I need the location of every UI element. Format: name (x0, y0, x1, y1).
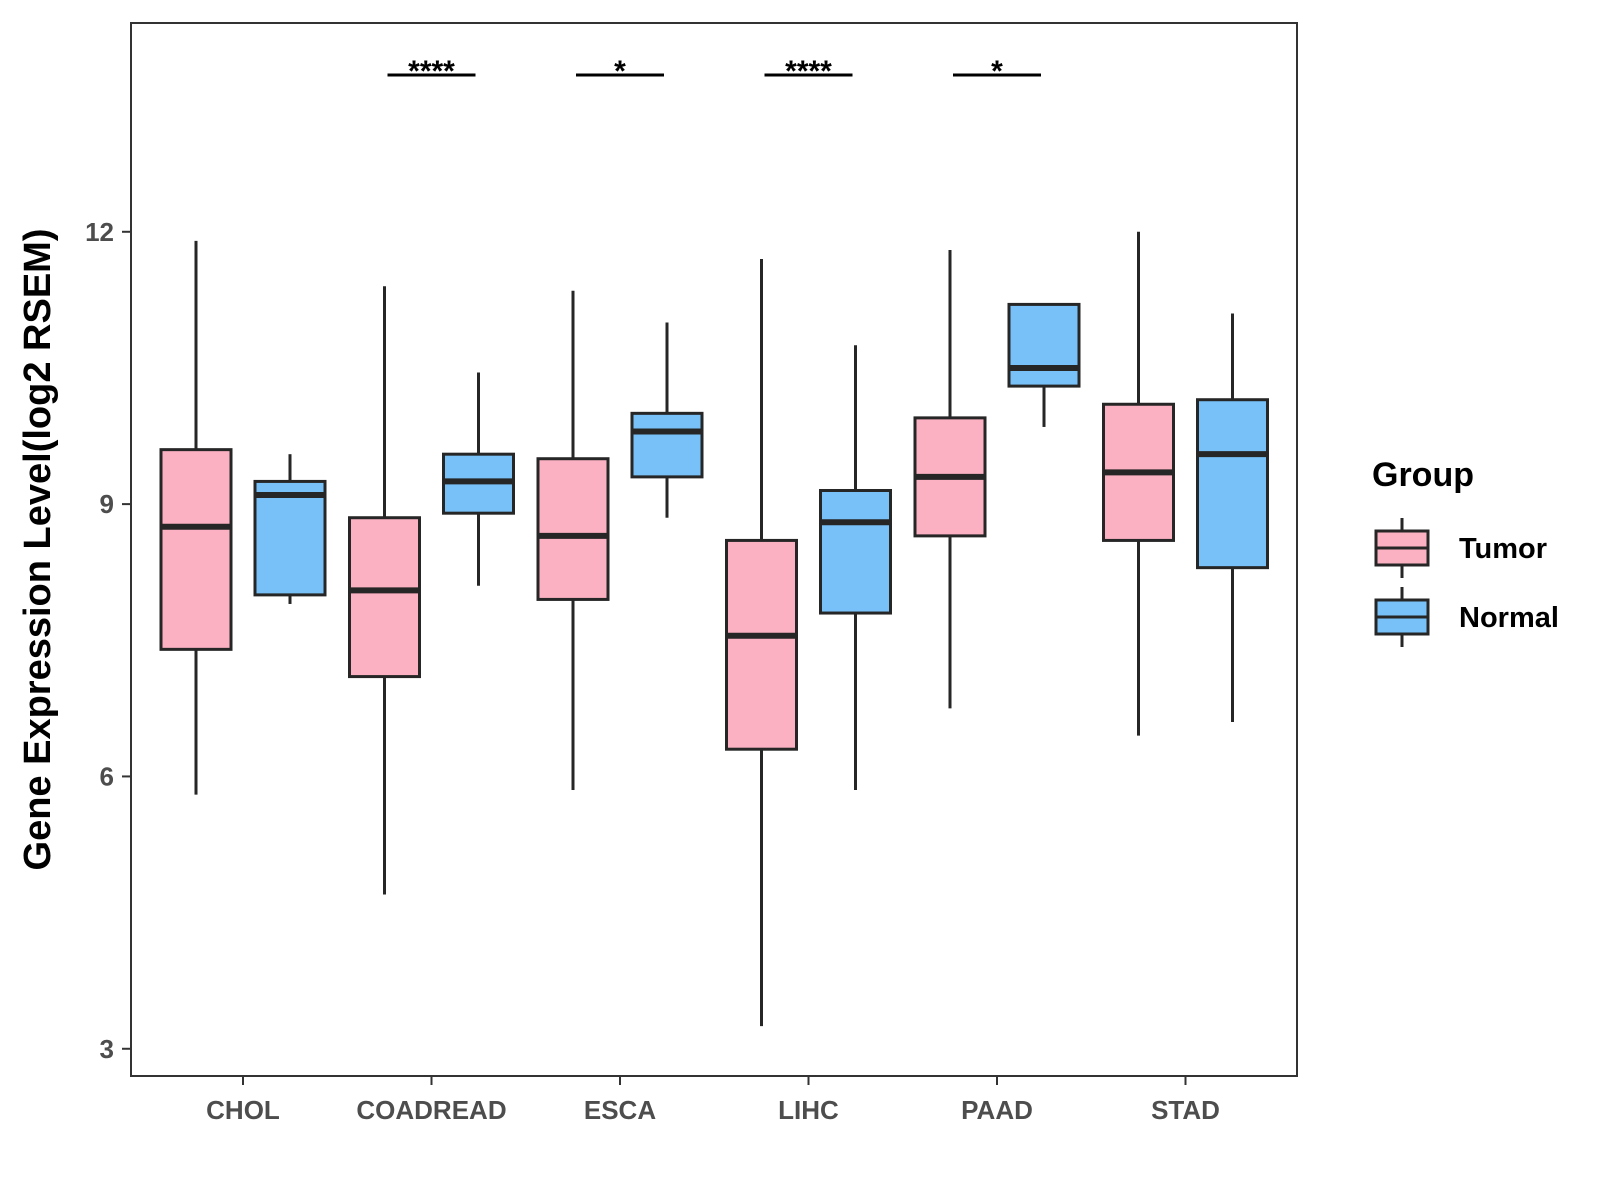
significance-label: **** (408, 55, 455, 88)
box-tumor-chol (159, 240, 233, 795)
box-iqr (159, 448, 233, 651)
significance-lihc: **** (764, 55, 853, 88)
legend-label: Tumor (1459, 533, 1547, 565)
x-tick-label: LIHC (778, 1095, 839, 1125)
x-tick-label: STAD (1151, 1095, 1220, 1125)
box-normal-esca (630, 322, 704, 518)
box-iqr (819, 488, 892, 615)
legend: Group Tumor Normal (1372, 456, 1559, 647)
box-tumor-paad (913, 249, 987, 709)
y-tick-label: 9 (100, 489, 114, 519)
box-tumor-stad (1102, 231, 1175, 736)
significance-coadread: **** (387, 55, 476, 88)
box-normal-paad (1007, 302, 1081, 427)
box-tumor-esca (536, 290, 610, 791)
box-tumor-lihc (725, 259, 798, 1027)
significance-label: * (991, 55, 1003, 88)
box-iqr (536, 457, 610, 601)
box-normal-lihc (819, 345, 892, 791)
y-tick-label: 6 (100, 761, 114, 791)
box-iqr (348, 516, 421, 679)
x-tick-label: PAAD (961, 1095, 1033, 1125)
box-normal-coadread (442, 372, 515, 586)
legend-item-tumor: Tumor (1374, 518, 1547, 578)
significance-label: * (614, 55, 626, 88)
y-tick-label: 3 (100, 1034, 114, 1064)
x-tick-label: COADREAD (356, 1095, 506, 1125)
panel-border (130, 22, 1298, 1077)
box-iqr (1007, 302, 1081, 388)
legend-title: Group (1372, 456, 1474, 494)
x-tick-label: ESCA (584, 1095, 656, 1125)
legend-label: Normal (1459, 602, 1559, 634)
box-tumor-coadread (348, 286, 421, 895)
box-normal-chol (253, 454, 327, 604)
box-iqr (630, 411, 704, 479)
box-iqr (1196, 398, 1269, 570)
y-axis-title: Gene Expression Level(log2 RSEM) (17, 229, 59, 871)
box-normal-stad (1196, 313, 1269, 722)
box-iqr (253, 479, 327, 597)
significance-esca: * (576, 55, 664, 88)
significance-label: **** (785, 55, 832, 88)
box-iqr (725, 538, 798, 751)
legend-item-normal: Normal (1374, 587, 1559, 647)
x-tick-label: CHOL (206, 1095, 280, 1125)
significance-paad: * (953, 55, 1041, 88)
y-tick-label: 12 (85, 217, 114, 247)
